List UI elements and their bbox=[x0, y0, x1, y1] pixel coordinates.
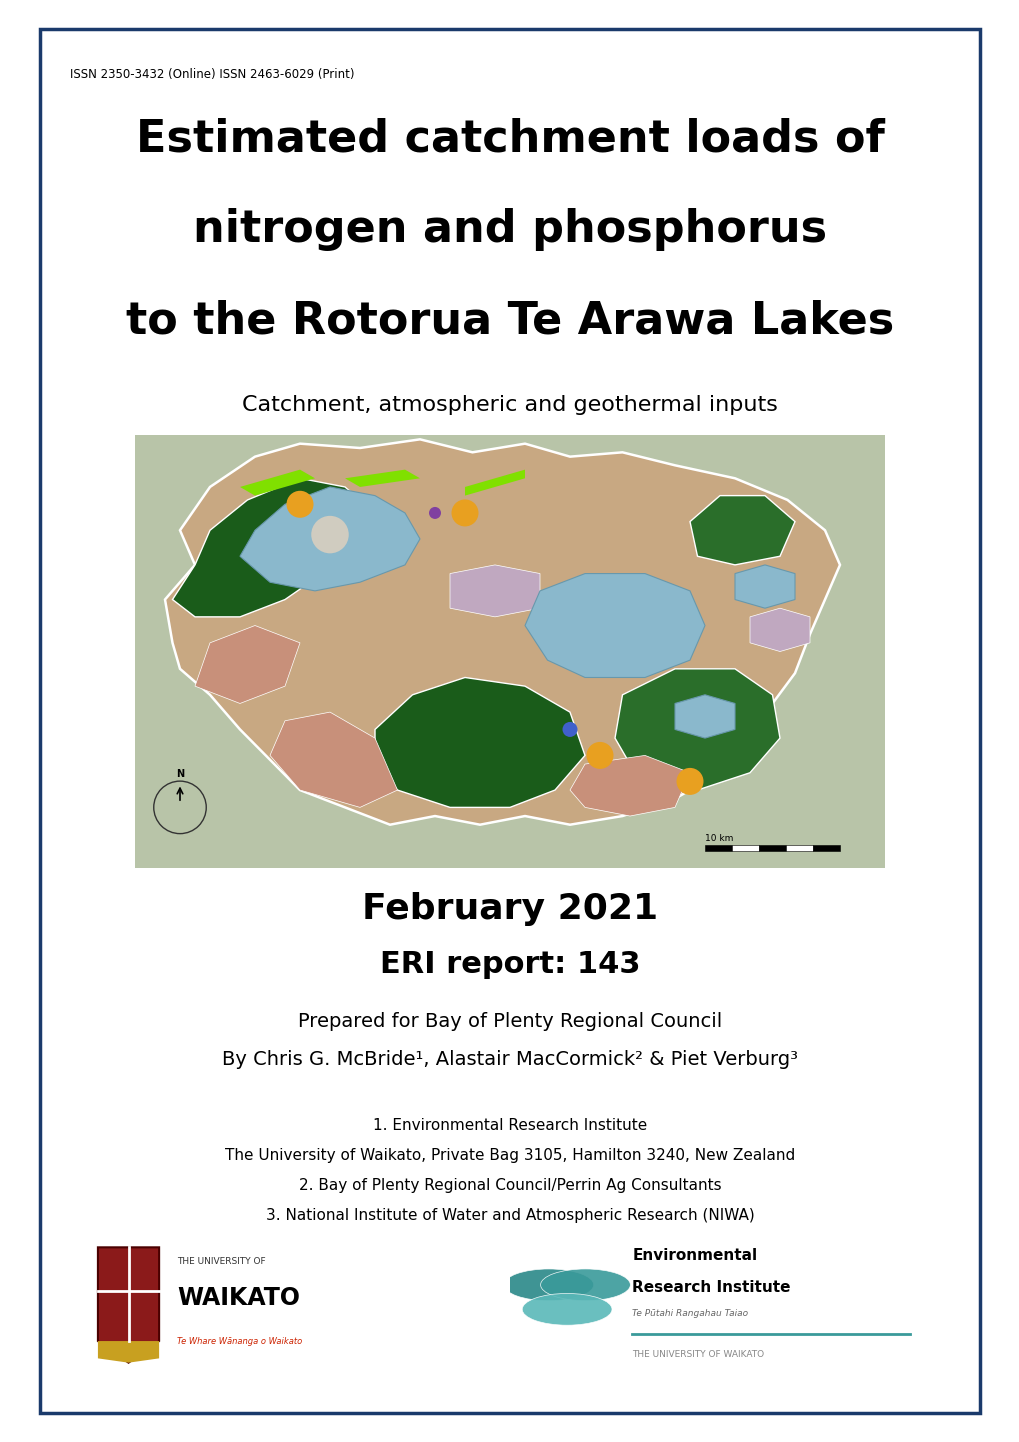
Polygon shape bbox=[614, 669, 780, 790]
Text: 3. National Institute of Water and Atmospheric Research (NIWA): 3. National Institute of Water and Atmos… bbox=[265, 1208, 754, 1223]
Circle shape bbox=[503, 1269, 593, 1301]
Polygon shape bbox=[98, 1341, 159, 1363]
Circle shape bbox=[586, 743, 612, 769]
Polygon shape bbox=[525, 574, 704, 678]
Text: Te Whare Wānanga o Waikato: Te Whare Wānanga o Waikato bbox=[177, 1337, 303, 1345]
Bar bbox=[786, 845, 812, 851]
Polygon shape bbox=[98, 1247, 159, 1363]
Polygon shape bbox=[689, 496, 794, 565]
Polygon shape bbox=[735, 565, 794, 609]
Polygon shape bbox=[449, 565, 539, 617]
Polygon shape bbox=[375, 678, 585, 808]
Text: Prepared for Bay of Plenty Regional Council: Prepared for Bay of Plenty Regional Coun… bbox=[298, 1012, 721, 1031]
Text: Environmental: Environmental bbox=[632, 1249, 757, 1263]
Circle shape bbox=[286, 490, 313, 518]
Text: The University of Waikato, Private Bag 3105, Hamilton 3240, New Zealand: The University of Waikato, Private Bag 3… bbox=[224, 1148, 795, 1164]
Text: Estimated catchment loads of: Estimated catchment loads of bbox=[136, 118, 883, 162]
Polygon shape bbox=[270, 712, 397, 808]
Circle shape bbox=[561, 722, 577, 737]
Text: ERI report: 143: ERI report: 143 bbox=[379, 950, 640, 979]
Circle shape bbox=[311, 516, 348, 554]
Text: Te Pūtahi Rangahau Taiao: Te Pūtahi Rangahau Taiao bbox=[632, 1309, 748, 1318]
Polygon shape bbox=[239, 487, 420, 591]
Bar bbox=[812, 845, 840, 851]
Text: Research Institute: Research Institute bbox=[632, 1280, 790, 1295]
Polygon shape bbox=[675, 695, 735, 738]
Text: Catchment, atmospheric and geothermal inputs: Catchment, atmospheric and geothermal in… bbox=[242, 395, 777, 415]
Bar bbox=[732, 845, 758, 851]
Polygon shape bbox=[465, 470, 525, 496]
Text: THE UNIVERSITY OF WAIKATO: THE UNIVERSITY OF WAIKATO bbox=[632, 1350, 764, 1358]
Polygon shape bbox=[172, 479, 375, 617]
Text: 2. Bay of Plenty Regional Council/Perrin Ag Consultants: 2. Bay of Plenty Regional Council/Perrin… bbox=[299, 1178, 720, 1193]
Text: WAIKATO: WAIKATO bbox=[177, 1286, 301, 1309]
Circle shape bbox=[522, 1293, 611, 1325]
Polygon shape bbox=[239, 470, 315, 496]
Text: ISSN 2350-3432 (Online) ISSN 2463-6029 (Print): ISSN 2350-3432 (Online) ISSN 2463-6029 (… bbox=[70, 68, 355, 81]
Polygon shape bbox=[195, 626, 300, 704]
Text: February 2021: February 2021 bbox=[362, 893, 657, 926]
Text: N: N bbox=[175, 769, 183, 779]
Bar bbox=[758, 845, 786, 851]
Text: By Chris G. McBride¹, Alastair MacCormick² & Piet Verburg³: By Chris G. McBride¹, Alastair MacCormic… bbox=[222, 1050, 797, 1069]
Circle shape bbox=[676, 769, 703, 795]
Text: 1. Environmental Research Institute: 1. Environmental Research Institute bbox=[373, 1118, 646, 1133]
Text: to the Rotorua Te Arawa Lakes: to the Rotorua Te Arawa Lakes bbox=[125, 300, 894, 343]
Circle shape bbox=[540, 1269, 630, 1301]
Circle shape bbox=[429, 508, 440, 519]
Bar bbox=[704, 845, 732, 851]
Circle shape bbox=[451, 499, 478, 526]
Polygon shape bbox=[344, 470, 420, 487]
Polygon shape bbox=[165, 440, 840, 825]
Text: THE UNIVERSITY OF: THE UNIVERSITY OF bbox=[177, 1257, 266, 1266]
Text: 10 km: 10 km bbox=[704, 835, 733, 844]
Polygon shape bbox=[570, 756, 689, 816]
Text: nitrogen and phosphorus: nitrogen and phosphorus bbox=[193, 208, 826, 251]
Polygon shape bbox=[749, 609, 809, 652]
